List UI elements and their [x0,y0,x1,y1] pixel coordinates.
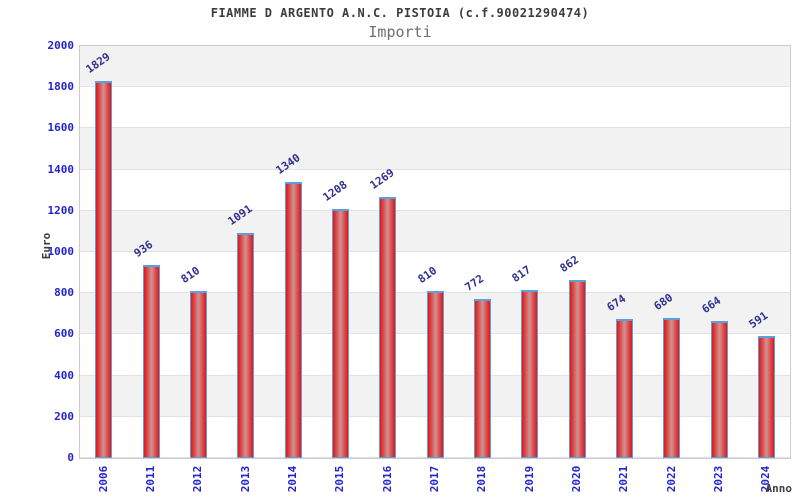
chart-title: FIAMME D ARGENTO A.N.C. PISTOIA (c.f.900… [210,6,590,20]
x-tick-label: 2017 [428,465,441,493]
grid-band [80,46,790,88]
chart-subtitle: Importi [368,23,432,41]
x-tick-label: 2014 [286,465,299,493]
bar-2021 [615,319,633,458]
grid-band [80,87,790,129]
y-tick-label: 1400 [47,162,75,176]
bar-2024 [757,336,775,458]
y-tick-label: 200 [54,409,74,423]
grid-band [80,169,790,211]
bar-2023 [710,321,728,458]
y-tick-label: 1000 [47,245,75,258]
grid-band [80,128,790,170]
bar-2017 [426,291,444,458]
bar-2013 [237,233,255,458]
x-tick-label: 2021 [617,465,631,493]
x-axis-title: Anno [765,482,793,495]
y-tick-label: 400 [54,368,74,382]
bar-2015 [331,209,349,458]
bar-2016 [379,196,397,458]
bar-2018 [473,298,491,458]
x-tick-label: 2015 [333,465,347,493]
grid-band [80,210,790,252]
bar-2022 [663,317,681,458]
y-tick-label: 0 [67,451,74,464]
x-tick-label: 2016 [380,465,394,493]
bar-2014 [284,181,302,458]
x-tick-label: 2022 [664,465,678,493]
y-tick-label: 1600 [47,121,75,135]
x-tick-label: 2011 [144,465,157,493]
bar-2019 [521,289,539,458]
x-tick-label: 2012 [191,465,205,493]
plot-area: 1829 936 810 1091 1340 1208 1269 810 772 817 862 67… [80,46,790,458]
x-tick-label: 2006 [96,465,110,493]
x-tick-label: 2023 [712,465,725,493]
bar-2006 [95,81,113,458]
y-tick-label: 800 [54,286,74,300]
x-tick-label: 2018 [475,465,489,493]
x-tick-label: 2013 [238,465,252,493]
grid-band [80,252,790,294]
y-tick-label: 2000 [47,39,75,52]
y-tick-label: 1200 [47,203,75,217]
y-tick-label: 600 [54,327,74,341]
bar-2011 [142,265,160,458]
x-tick-label: 2019 [522,465,536,493]
bar-2020 [568,280,586,458]
bar-2012 [189,291,207,458]
x-tick-label: 2020 [570,465,583,493]
y-tick-label: 1800 [47,80,75,94]
